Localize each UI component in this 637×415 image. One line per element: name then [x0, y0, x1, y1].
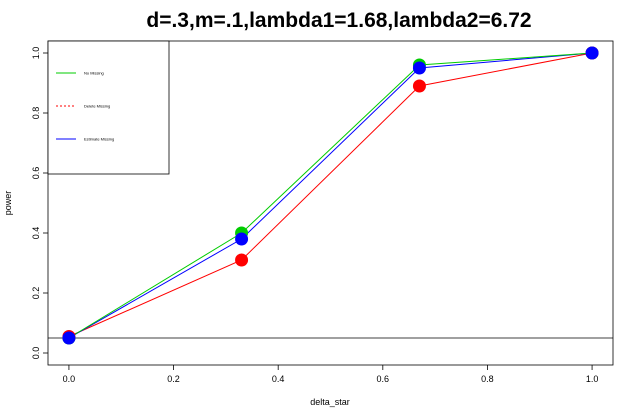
- legend-box: [47, 40, 170, 175]
- series-markers: [62, 46, 599, 345]
- data-point-estimate-missing: [585, 46, 599, 60]
- x-axis-title: delta_star: [310, 397, 350, 407]
- x-tick-label: 0.8: [481, 374, 494, 384]
- series-line-no-missing: [68, 52, 593, 339]
- x-tick-label: 0.2: [167, 374, 180, 384]
- y-tick-label: 0.0: [31, 347, 41, 360]
- y-axis: 0.0 0.2 0.4 0.6 0.8 1.0: [31, 47, 48, 360]
- series-line-estimate-missing: [68, 52, 593, 339]
- x-tick-label: 1.0: [586, 374, 599, 384]
- legend-label-delete-missing: Delete Missing: [84, 104, 110, 109]
- series-lines: [68, 52, 593, 339]
- y-tick-label: 0.6: [31, 167, 41, 180]
- y-tick-label: 0.4: [31, 227, 41, 240]
- y-tick-label: 1.0: [31, 47, 41, 60]
- y-tick-label: 0.2: [31, 287, 41, 300]
- data-point-delete-missing: [235, 253, 249, 267]
- x-tick-label: 0.0: [63, 374, 76, 384]
- legend: No Missing Delete Missing Estimate Missing: [47, 40, 170, 175]
- plot-frame: [47, 40, 614, 366]
- chart-title: d=.3,m=.1,lambda1=1.68,lambda2=6.72: [146, 9, 531, 32]
- series-line-delete-missing: [68, 52, 593, 337]
- x-tick-label: 0.4: [272, 374, 285, 384]
- x-axis: 0.0 0.2 0.4 0.6 0.8 1.0: [63, 365, 599, 384]
- data-point-estimate-missing: [235, 232, 249, 246]
- legend-label-no-missing: No Missing: [84, 71, 104, 76]
- y-axis-title: power: [3, 191, 13, 216]
- x-tick-label: 0.6: [377, 374, 390, 384]
- data-point-estimate-missing: [62, 331, 76, 345]
- data-point-estimate-missing: [412, 61, 426, 75]
- y-tick-label: 0.8: [31, 107, 41, 120]
- legend-label-estimate-missing: Estimate Missing: [84, 137, 114, 142]
- data-point-delete-missing: [412, 79, 426, 93]
